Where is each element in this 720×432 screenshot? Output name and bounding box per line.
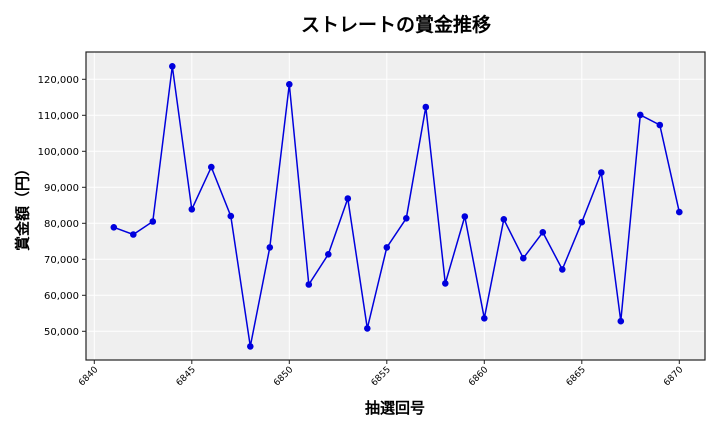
plot-area bbox=[86, 52, 705, 360]
data-point bbox=[266, 244, 274, 251]
data-point bbox=[247, 343, 254, 350]
data-point bbox=[617, 317, 625, 325]
y-tick-label: 90,000 bbox=[44, 183, 79, 194]
x-axis-ticks: 6840 6845 6850 6855 6860 6865 6870 bbox=[77, 360, 686, 388]
data-point bbox=[364, 325, 371, 332]
axes-frame bbox=[85, 51, 706, 361]
y-tick-label: 60,000 bbox=[44, 291, 79, 302]
data-point bbox=[481, 315, 488, 322]
y-tick-label: 80,000 bbox=[44, 219, 79, 230]
y-tick-label: 120,000 bbox=[38, 75, 79, 86]
x-tick-label: 6865 bbox=[565, 365, 588, 388]
data-point bbox=[286, 81, 293, 88]
data-point bbox=[169, 63, 176, 70]
data-point bbox=[578, 218, 586, 226]
y-tick-label: 50,000 bbox=[44, 327, 79, 338]
series-line bbox=[110, 63, 683, 350]
y-axis-label: 賞金額（円） bbox=[13, 160, 32, 252]
data-point bbox=[442, 280, 449, 287]
y-tick-label: 70,000 bbox=[44, 255, 79, 266]
data-point bbox=[110, 224, 118, 231]
x-tick-label: 6850 bbox=[272, 365, 295, 388]
y-tick-label: 110,000 bbox=[38, 111, 79, 122]
data-point bbox=[383, 244, 391, 251]
data-point bbox=[656, 121, 664, 129]
y-tick-label: 100,000 bbox=[38, 147, 79, 158]
data-point bbox=[559, 266, 566, 273]
y-axis-ticks: 50,000 60,000 70,000 80,000 90,000 100,000 110… bbox=[38, 75, 86, 338]
data-point bbox=[520, 254, 527, 262]
x-tick-label: 6845 bbox=[175, 365, 198, 388]
data-point bbox=[227, 212, 235, 220]
data-point bbox=[130, 231, 137, 238]
x-axis-label: 抽選回号 bbox=[364, 399, 426, 417]
data-point bbox=[637, 111, 644, 119]
x-tick-label: 6855 bbox=[370, 365, 393, 388]
data-point bbox=[403, 215, 410, 222]
data-point bbox=[422, 103, 430, 111]
x-tick-label: 6870 bbox=[662, 365, 685, 388]
data-point bbox=[208, 163, 215, 171]
data-point bbox=[344, 195, 352, 202]
data-point bbox=[500, 216, 508, 223]
x-tick-label: 6840 bbox=[77, 365, 100, 388]
data-point bbox=[539, 229, 547, 236]
chart-title: ストレートの賞金推移 bbox=[300, 14, 491, 36]
data-point bbox=[676, 208, 683, 216]
data-point bbox=[188, 206, 196, 213]
data-point bbox=[598, 169, 605, 176]
data-point bbox=[149, 218, 157, 225]
x-tick-label: 6860 bbox=[467, 365, 490, 388]
data-point bbox=[325, 251, 332, 258]
data-point bbox=[305, 281, 313, 288]
data-point bbox=[461, 213, 469, 220]
